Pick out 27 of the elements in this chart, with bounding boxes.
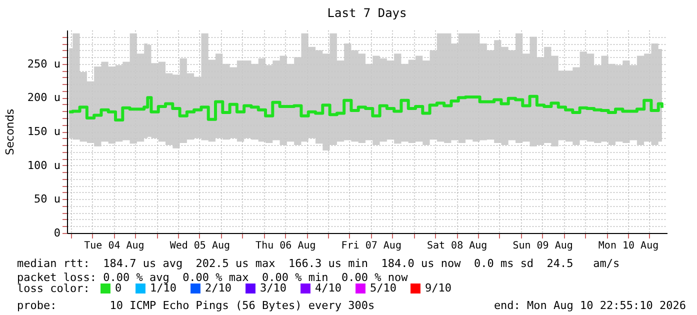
y-tick-label: 200 u <box>27 91 60 104</box>
chart-title: Last 7 Days <box>327 6 407 20</box>
text: packet loss: 0.00 % avg 0.00 % max 0.00 % min 0.00 % now <box>17 271 408 284</box>
x-tick-label: Sun 09 Aug <box>512 240 573 252</box>
x-tick-label: Mon 10 Aug <box>598 240 659 252</box>
legend-label: 0 <box>115 282 122 295</box>
legend-label: 9/10 <box>425 282 452 295</box>
y-axis-title: Seconds <box>3 108 16 156</box>
x-tick-label: Fri 07 Aug <box>341 240 402 252</box>
legend-label: 1/10 <box>150 282 176 295</box>
y-tick-label: 150 u <box>27 125 60 138</box>
legend-title: loss color: <box>17 282 90 295</box>
text: probe: 10 ICMP Echo Pings (56 Bytes) every 300s <box>17 299 375 312</box>
y-tick-label: 100 u <box>27 158 60 172</box>
x-tick-label: Thu 06 Aug <box>256 240 316 252</box>
legend-label: 4/10 <box>315 282 342 295</box>
y-tick-label: 0 <box>54 226 60 240</box>
legend-label: 2/10 <box>205 282 232 295</box>
text: median rtt: 184.7 us avg 202.5 us max 166.3 us min 184.0 us now 0.0 ms sd 24.5 am/s <box>17 257 620 270</box>
y-tick-label: 50 u <box>34 192 60 206</box>
legend-label: 5/10 <box>370 282 396 295</box>
x-tick-label: Sat 08 Aug <box>426 240 488 252</box>
x-tick-label: Tue 04 Aug <box>84 240 144 252</box>
y-tick-label: 250 u <box>27 57 60 70</box>
x-tick-label: Wed 05 Aug <box>170 240 230 252</box>
text: end: Mon Aug 10 22:55:10 2026 <box>494 299 686 312</box>
legend-label: 3/10 <box>260 282 286 295</box>
